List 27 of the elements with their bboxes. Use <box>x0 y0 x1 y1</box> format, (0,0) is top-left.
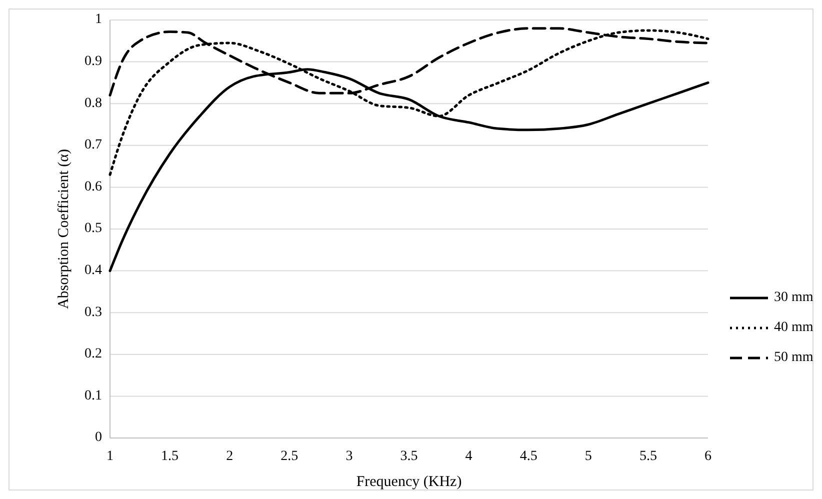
x-tick-label: 5 <box>584 449 592 464</box>
y-tick-label: 0 <box>95 430 102 446</box>
y-tick-label: 1 <box>95 12 102 28</box>
x-tick-label: 3.5 <box>400 449 418 464</box>
y-tick-label: 0.1 <box>84 388 102 404</box>
legend-label: 40 mm <box>774 320 814 336</box>
x-tick-label: 6 <box>704 449 712 464</box>
y-tick-label: 0.8 <box>84 96 102 111</box>
y-tick-label: 0.2 <box>84 346 102 362</box>
y-tick-label: 0.3 <box>84 304 102 320</box>
y-tick-label: 0.6 <box>84 179 102 194</box>
x-tick-label: 2 <box>226 449 234 464</box>
x-tick-label: 5.5 <box>639 449 657 464</box>
y-tick-label: 0.9 <box>84 54 102 70</box>
y-tick-label: 0.4 <box>84 263 102 278</box>
x-tick-label: 1 <box>106 449 114 464</box>
x-tick-label: 1.5 <box>161 449 179 464</box>
y-tick-label: 0.7 <box>84 138 102 153</box>
x-tick-label: 2.5 <box>280 449 298 464</box>
y-tick-label: 0.5 <box>84 221 102 236</box>
x-tick-label: 3 <box>346 449 353 464</box>
x-tick-label: 4.5 <box>520 449 538 464</box>
y-axis-title: Absorption Coefficient (α) <box>56 148 72 310</box>
x-tick-label: 4 <box>465 449 472 464</box>
x-axis-title: Frequency (KHz) <box>356 474 462 490</box>
legend-label: 30 mm <box>774 290 814 306</box>
legend-label: 50 mm <box>774 350 814 366</box>
